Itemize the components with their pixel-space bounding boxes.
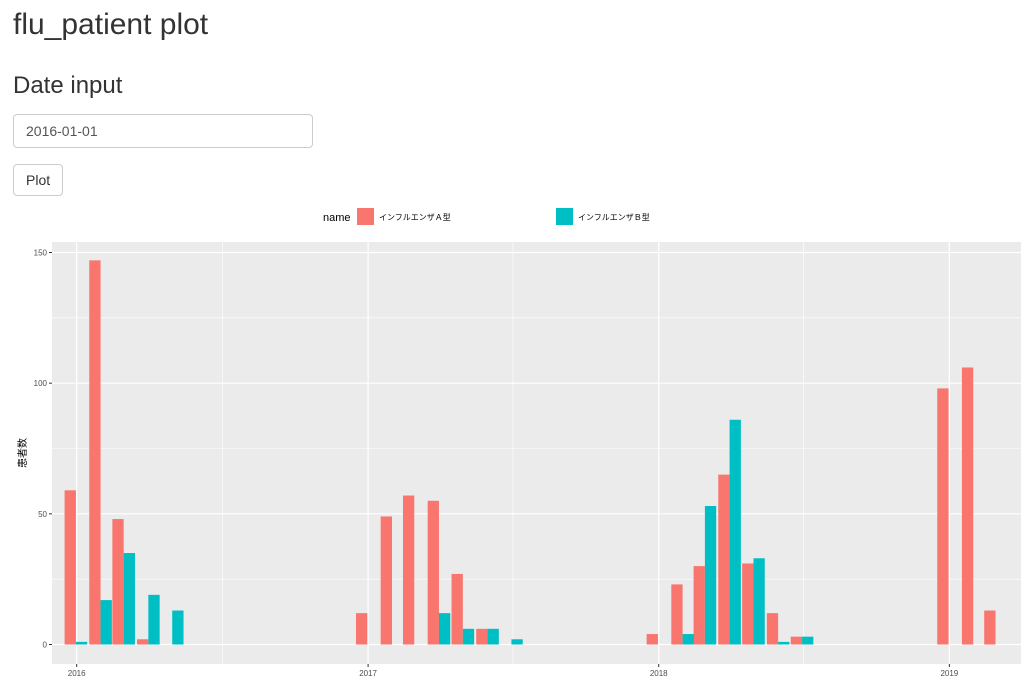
y-tick-label: 50 [38, 510, 47, 519]
chart-legend: name インフルエンザＡ型 インフルエンザＢ型 [323, 208, 650, 225]
page-title: flu_patient plot [13, 8, 209, 41]
bar-influenza-b [172, 610, 184, 645]
bar-influenza-a [451, 573, 463, 645]
grid-lines [52, 242, 1021, 664]
bar-influenza-a [790, 636, 803, 645]
x-axis: 2016 2017 2018 2019 [68, 664, 959, 678]
bar-influenza-a [742, 563, 754, 645]
bar-influenza-b [729, 419, 741, 645]
legend-label-influenza-a: インフルエンザＡ型 [379, 213, 451, 222]
bar-influenza-b [100, 600, 112, 645]
bar-influenza-a [356, 613, 368, 645]
bar-influenza-b [75, 641, 88, 645]
legend-swatch-influenza-a [357, 208, 374, 225]
y-tick-label: 150 [34, 249, 48, 258]
bar-influenza-a [937, 388, 949, 645]
bar-influenza-a [64, 490, 76, 645]
bar-influenza-b [704, 505, 717, 645]
y-tick-label: 100 [34, 379, 48, 388]
bar-influenza-a [112, 519, 124, 645]
legend-title: name [323, 212, 351, 224]
bar-influenza-b [511, 639, 523, 645]
bar-influenza-a [984, 610, 996, 645]
x-tick-label: 2017 [359, 669, 377, 678]
plot-panel [52, 242, 1021, 664]
bar-influenza-a [89, 260, 101, 645]
date-input-heading: Date input [13, 72, 123, 99]
bar-influenza-b [802, 636, 814, 645]
date-input[interactable] [13, 114, 313, 148]
legend-swatch-influenza-b [556, 208, 573, 225]
y-axis-label: 患者数 [16, 438, 29, 468]
bar-influenza-a [693, 566, 705, 645]
bar-influenza-b [123, 553, 135, 645]
bar-influenza-a [961, 367, 974, 645]
bar-influenza-b [753, 558, 765, 645]
bar-influenza-b [438, 613, 451, 645]
bar-influenza-b [148, 594, 160, 645]
bar-influenza-a [646, 634, 658, 645]
x-tick-label: 2016 [68, 669, 86, 678]
bar-influenza-a [718, 474, 730, 645]
plot-button[interactable]: Plot [13, 164, 64, 196]
bar-influenza-a [402, 495, 415, 645]
bar-influenza-a [380, 516, 392, 645]
bar-influenza-b [462, 628, 475, 645]
bars [64, 260, 996, 645]
bar-influenza-b [487, 628, 499, 645]
bar-influenza-a [476, 628, 488, 645]
bar-influenza-b [682, 634, 694, 645]
bar-influenza-b [778, 641, 790, 645]
x-tick-label: 2018 [650, 669, 668, 678]
bar-influenza-a [671, 584, 683, 645]
legend-label-influenza-b: インフルエンザＢ型 [578, 213, 650, 222]
bar-influenza-a [137, 639, 149, 645]
y-tick-label: 0 [43, 641, 48, 650]
bar-influenza-a [766, 613, 779, 645]
y-axis: 0 50 100 150 [34, 249, 52, 650]
x-tick-label: 2019 [940, 669, 958, 678]
bar-influenza-a [427, 500, 439, 645]
